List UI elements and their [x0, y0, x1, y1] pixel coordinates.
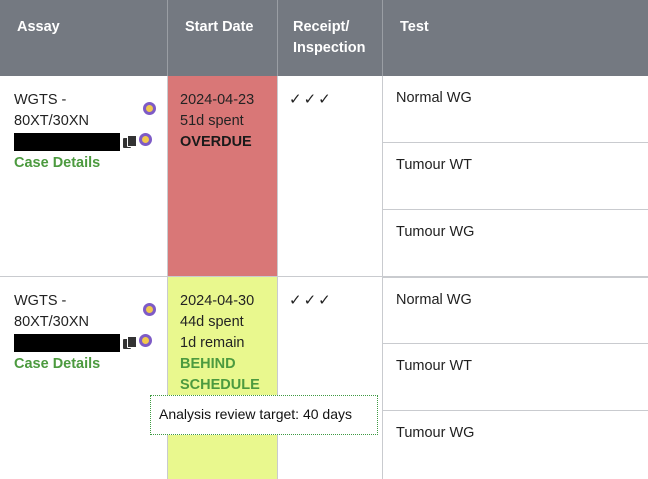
- table-row-1-assay: WGTS - 80XT/30XN Case Details: [0, 76, 168, 277]
- table-row-2-receipt: ✓✓✓: [278, 277, 383, 479]
- test-name: Tumour WG: [396, 224, 475, 240]
- copy-icon[interactable]: [122, 135, 137, 149]
- redaction-bar: [14, 133, 120, 151]
- start-date-value: 2024-04-30: [180, 293, 255, 309]
- analysis-target-tooltip: Analysis review target: 40 days: [150, 395, 378, 435]
- test-row[interactable]: Tumour WT: [383, 344, 648, 411]
- time-remaining: 1d remain: [180, 335, 245, 351]
- status-dot-icon[interactable]: [143, 303, 156, 316]
- case-details-link[interactable]: Case Details: [14, 356, 101, 372]
- assay-name-line1: WGTS -: [14, 293, 67, 309]
- status-dot-icon[interactable]: [143, 102, 156, 115]
- column-header-assay-label: Assay: [17, 19, 60, 35]
- column-header-test-label: Test: [400, 19, 429, 35]
- test-row[interactable]: Tumour WG: [383, 210, 648, 277]
- column-header-inspection-label: Inspection: [293, 40, 366, 56]
- test-row[interactable]: Normal WG: [383, 277, 648, 344]
- status-dot-icon[interactable]: [139, 133, 152, 146]
- table-row-2-assay: WGTS - 80XT/30XN Case Details: [0, 277, 168, 479]
- status-label: BEHIND SCHEDULE: [180, 356, 260, 393]
- test-name: Normal WG: [396, 292, 472, 308]
- assay-name-line2: 80XT/30XN: [14, 314, 89, 330]
- column-header-assay[interactable]: Assay: [0, 0, 168, 76]
- test-name: Tumour WT: [396, 157, 472, 173]
- column-header-receipt[interactable]: Receipt/ Inspection: [278, 0, 383, 76]
- column-header-test[interactable]: Test: [383, 0, 648, 76]
- test-name: Tumour WT: [396, 358, 472, 374]
- status-label: OVERDUE: [180, 134, 252, 150]
- redaction-bar: [14, 334, 120, 352]
- start-date-value: 2024-04-23: [180, 92, 255, 108]
- test-row[interactable]: Normal WG: [383, 76, 648, 143]
- time-spent: 44d spent: [180, 314, 244, 330]
- checkmark-icon: ✓✓✓: [289, 292, 333, 309]
- column-header-start-date[interactable]: Start Date: [168, 0, 278, 76]
- test-name: Normal WG: [396, 90, 472, 106]
- test-row[interactable]: Tumour WG: [383, 411, 648, 479]
- table-row-2-start-date: 2024-04-30 44d spent 1d remain BEHIND SC…: [168, 277, 278, 479]
- status-dot-icon[interactable]: [139, 334, 152, 347]
- redacted-case-id: [14, 334, 167, 352]
- checkmark-icon: ✓✓✓: [289, 91, 333, 108]
- test-row[interactable]: Tumour WT: [383, 143, 648, 210]
- assay-name-line2: 80XT/30XN: [14, 113, 89, 129]
- table-row-1-start-date: 2024-04-23 51d spent OVERDUE: [168, 76, 278, 277]
- column-header-start-date-label: Start Date: [185, 19, 254, 35]
- table-row-1-receipt: ✓✓✓: [278, 76, 383, 277]
- redacted-case-id: [14, 133, 167, 151]
- case-details-link[interactable]: Case Details: [14, 155, 101, 171]
- copy-icon[interactable]: [122, 336, 137, 350]
- column-header-receipt-label: Receipt/: [293, 19, 350, 35]
- test-name: Tumour WG: [396, 425, 475, 441]
- time-spent: 51d spent: [180, 113, 244, 129]
- assay-name-line1: WGTS -: [14, 92, 67, 108]
